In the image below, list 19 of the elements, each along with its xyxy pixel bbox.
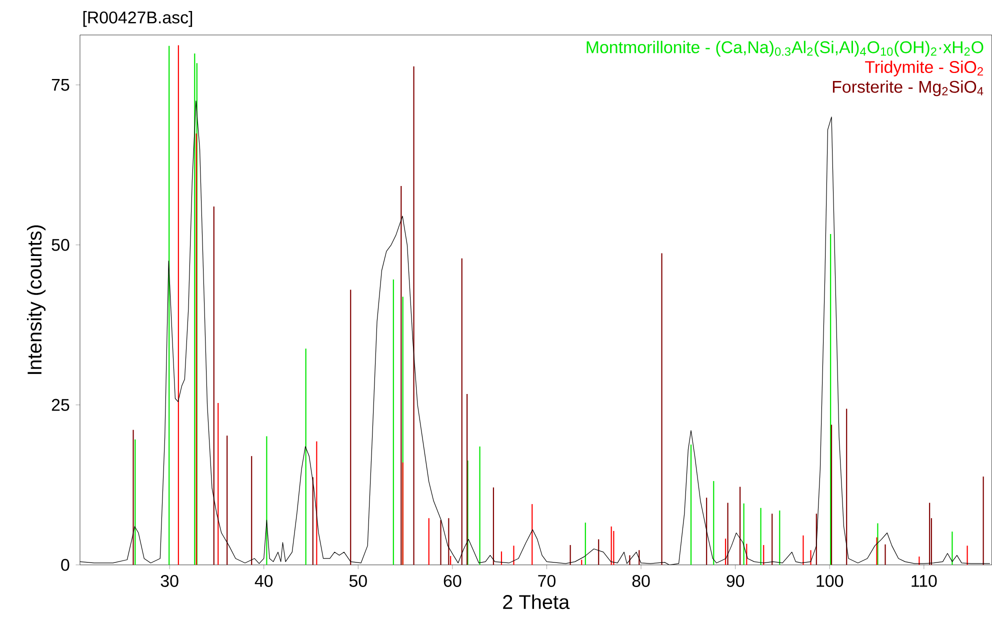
- y-tick-label: 75: [52, 79, 70, 91]
- x-tick-label: 70: [538, 575, 556, 588]
- chart-title: [R00427B.asc]: [83, 11, 192, 27]
- x-axis-title: 2 Theta: [503, 594, 570, 610]
- x-tick-label: 80: [632, 575, 650, 588]
- text: Forsterite - Mg$_{2}$SiO$_{4}$: [832, 80, 984, 96]
- x-tick-label: 60: [444, 575, 462, 588]
- x-tick-label: 90: [726, 575, 744, 588]
- y-tick-label: 25: [52, 398, 70, 411]
- y-tick-label: 0: [61, 558, 70, 571]
- x-tick-label: 50: [349, 575, 367, 588]
- y-tick-label: 50: [52, 238, 70, 251]
- text: Tridymite - SiO$_{2}$: [865, 60, 983, 76]
- x-tick-label: 110: [912, 575, 937, 588]
- y-axis-title: Intensity (counts): [26, 225, 46, 374]
- x-tick-label: 100: [816, 575, 844, 588]
- text: Montmorillonite - (Ca,Na)$_{0.3}$Al$_{2}$(Si,Al)$_{4}$O$_{10}$(OH)$_{2}$·xH$_{2}$O: [586, 40, 984, 57]
- x-tick-label: 30: [160, 575, 178, 588]
- x-tick-label: 40: [254, 575, 273, 588]
